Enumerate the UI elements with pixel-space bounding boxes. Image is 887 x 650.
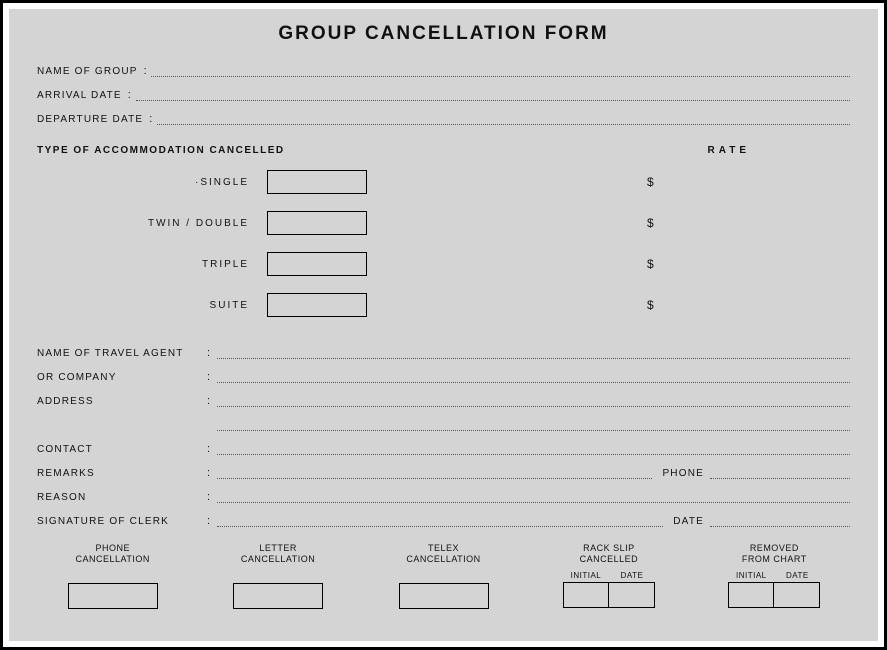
input-box-triple[interactable] [267, 252, 367, 276]
field-remarks-phone: REMARKS : PHONE [37, 461, 850, 479]
col-removed-chart: REMOVEDFROM CHART INITIAL DATE [699, 543, 850, 609]
label-rate: RATE [708, 145, 850, 156]
fill-line[interactable] [217, 397, 850, 407]
field-departure-date: DEPARTURE DATE : [37, 107, 850, 125]
sublabels-removed: INITIAL DATE [699, 571, 850, 580]
label-initial: INITIAL [563, 571, 609, 580]
label-rack-slip: RACK SLIPCANCELLED [533, 543, 684, 567]
field-name-of-group: NAME OF GROUP : [37, 59, 850, 77]
colon-blank [207, 419, 217, 431]
label-date-sub: DATE [774, 571, 820, 580]
box-letter-cancellation[interactable] [233, 583, 323, 609]
col-telex-cancellation: TELEXCANCELLATION [368, 543, 519, 609]
fill-line[interactable] [151, 67, 850, 77]
field-reason: REASON : [37, 485, 850, 503]
field-address: ADDRESS : [37, 389, 850, 407]
col-rack-slip: RACK SLIPCANCELLED INITIAL DATE [533, 543, 684, 609]
fill-line[interactable] [217, 349, 850, 359]
label-signature: SIGNATURE OF CLERK [37, 516, 207, 527]
colon: : [207, 395, 217, 407]
label-name-of-group: NAME OF GROUP [37, 66, 144, 77]
rate-single: $ [647, 175, 654, 189]
document-frame: GROUP CANCELLATION FORM NAME OF GROUP : … [0, 0, 887, 650]
label-date-sub: DATE [609, 571, 655, 580]
input-box-single[interactable] [267, 170, 367, 194]
colon: : [207, 443, 217, 455]
box-rack-initial[interactable] [563, 582, 609, 608]
box-phone-cancellation[interactable] [68, 583, 158, 609]
colon: : [207, 467, 217, 479]
colon: : [207, 491, 217, 503]
colon: : [149, 113, 157, 125]
sublabels-rack: INITIAL DATE [533, 571, 684, 580]
label-departure-date: DEPARTURE DATE [37, 114, 149, 125]
label-address: ADDRESS [37, 396, 207, 407]
box-removed-date[interactable] [774, 582, 820, 608]
field-or-company: OR COMPANY : [37, 365, 850, 383]
fill-line[interactable] [217, 421, 850, 431]
label-suite: SUITE [37, 300, 267, 311]
label-accommodation: TYPE OF ACCOMMODATION CANCELLED [37, 145, 285, 156]
cancellation-footer: PHONECANCELLATION LETTERCANCELLATION TEL… [37, 543, 850, 609]
box-telex-cancellation[interactable] [399, 583, 489, 609]
box-rack-date[interactable] [609, 582, 655, 608]
form-page: GROUP CANCELLATION FORM NAME OF GROUP : … [9, 9, 878, 641]
field-contact: CONTACT : [37, 437, 850, 455]
input-box-twin-double[interactable] [267, 211, 367, 235]
fill-line[interactable] [217, 373, 850, 383]
form-title: GROUP CANCELLATION FORM [37, 23, 850, 45]
label-travel-agent: NAME OF TRAVEL AGENT [37, 348, 207, 359]
field-arrival-date: ARRIVAL DATE : [37, 83, 850, 101]
label-blank [37, 420, 207, 431]
label-remarks: REMARKS [37, 468, 207, 479]
fill-line[interactable] [217, 493, 850, 503]
accom-row-triple: TRIPLE $ [37, 250, 850, 278]
box-removed-initial[interactable] [728, 582, 774, 608]
rate-suite: $ [647, 298, 654, 312]
label-initial: INITIAL [728, 571, 774, 580]
field-travel-agent: NAME OF TRAVEL AGENT : [37, 341, 850, 359]
label-phone-cancellation: PHONECANCELLATION [37, 543, 188, 567]
box-removed-chart [699, 582, 850, 608]
label-phone: PHONE [662, 468, 710, 479]
fill-line[interactable] [136, 91, 850, 101]
bottom-fields: NAME OF TRAVEL AGENT : OR COMPANY : ADDR… [37, 341, 850, 527]
label-or-company: OR COMPANY [37, 372, 207, 383]
label-date: DATE [673, 516, 710, 527]
accom-row-twin-double: TWIN / DOUBLE $ [37, 209, 850, 237]
fill-line[interactable] [217, 517, 663, 527]
label-arrival-date: ARRIVAL DATE [37, 90, 128, 101]
label-twin-double: TWIN / DOUBLE [37, 218, 267, 229]
fill-line[interactable] [157, 115, 850, 125]
accom-row-single: ·SINGLE $ [37, 168, 850, 196]
input-box-suite[interactable] [267, 293, 367, 317]
accom-row-suite: SUITE $ [37, 291, 850, 319]
colon: : [207, 347, 217, 359]
colon: : [144, 65, 152, 77]
field-address-2 [37, 413, 850, 431]
colon: : [207, 515, 217, 527]
box-rack-slip [533, 582, 684, 608]
label-removed-chart: REMOVEDFROM CHART [699, 543, 850, 567]
col-letter-cancellation: LETTERCANCELLATION [202, 543, 353, 609]
fill-line[interactable] [217, 445, 850, 455]
fill-line[interactable] [217, 469, 652, 479]
colon: : [207, 371, 217, 383]
fill-line-date[interactable] [710, 517, 850, 527]
label-reason: REASON [37, 492, 207, 503]
rate-twin-double: $ [647, 216, 654, 230]
label-single: ·SINGLE [37, 177, 267, 188]
rate-triple: $ [647, 257, 654, 271]
col-phone-cancellation: PHONECANCELLATION [37, 543, 188, 609]
label-telex-cancellation: TELEXCANCELLATION [368, 543, 519, 567]
fill-line-phone[interactable] [710, 469, 850, 479]
accommodation-header: TYPE OF ACCOMMODATION CANCELLED RATE [37, 145, 850, 156]
field-signature-date: SIGNATURE OF CLERK : DATE [37, 509, 850, 527]
label-letter-cancellation: LETTERCANCELLATION [202, 543, 353, 567]
colon: : [128, 89, 136, 101]
label-contact: CONTACT [37, 444, 207, 455]
label-triple: TRIPLE [37, 259, 267, 270]
